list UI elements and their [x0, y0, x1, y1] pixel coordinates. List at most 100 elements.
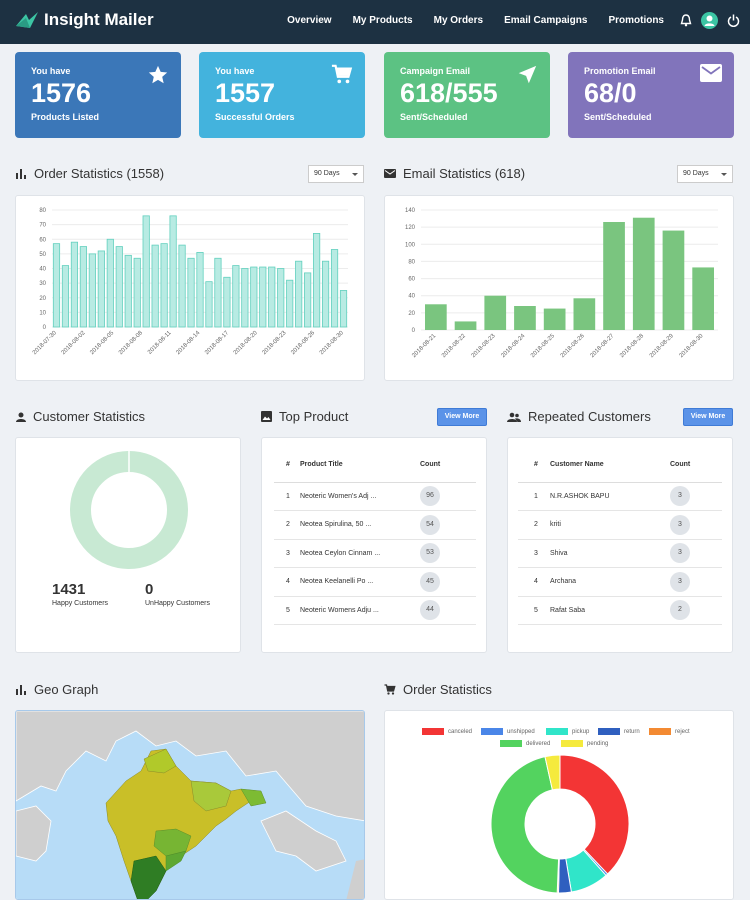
order-stats-range-select[interactable]: 90 Days: [308, 165, 364, 183]
table-row[interactable]: 1 Neoteric Women's Adj ... 96: [274, 482, 476, 511]
promotion-email-card[interactable]: Promotion Email 68/0 Sent/Scheduled: [568, 52, 734, 138]
card-sub: Sent/Scheduled: [584, 112, 652, 122]
x-tick-label: 2018-08-11: [147, 330, 173, 356]
bar: [662, 230, 685, 330]
bell-icon[interactable]: [680, 14, 692, 27]
geo-map[interactable]: [15, 710, 365, 900]
cell: 4: [518, 567, 550, 597]
mail-icon: [384, 169, 396, 178]
col-header: Product Title: [300, 448, 420, 483]
bar: [205, 281, 213, 328]
products-card[interactable]: You have 1576 Products Listed: [15, 52, 181, 138]
cell: 2: [274, 510, 300, 540]
legend-item-canceled[interactable]: canceled: [422, 728, 472, 735]
nav-my-products[interactable]: My Products: [352, 15, 413, 26]
table-row[interactable]: 5 Neoteric Womens Adju ... 44: [274, 596, 476, 625]
campaign-email-card[interactable]: Campaign Email 618/555 Sent/Scheduled: [384, 52, 550, 138]
repeated-customers-view-more-button[interactable]: View More: [683, 408, 733, 426]
y-tick-label: 30: [39, 281, 46, 287]
happy-customers-label: Happy Customers: [52, 600, 109, 607]
power-icon[interactable]: [727, 14, 740, 27]
y-tick-label: 70: [39, 223, 46, 229]
legend-item-pickup[interactable]: pickup: [546, 728, 589, 735]
bar: [151, 244, 159, 328]
bar: [223, 276, 231, 328]
image-icon: [261, 411, 272, 422]
nav-promotions[interactable]: Promotions: [608, 15, 664, 26]
bar: [70, 241, 79, 328]
app-name: Insight Mailer: [44, 10, 154, 29]
legend-item-reject[interactable]: reject: [649, 728, 690, 735]
legend-item-return[interactable]: return: [598, 728, 640, 735]
table-row[interactable]: 1 N.R.ASHOK BAPU 3: [518, 482, 722, 511]
user-icon: [16, 412, 26, 422]
y-tick-label: 80: [408, 259, 415, 265]
unhappy-customers-label: UnHappy Customers: [145, 600, 210, 607]
cell: Neotea Spirulina, 50 ...: [300, 510, 420, 540]
bar: [106, 238, 114, 328]
table-row[interactable]: 4 Archana 3: [518, 567, 722, 597]
nav-email-campaigns[interactable]: Email Campaigns: [504, 15, 588, 26]
logo-icon: [16, 12, 38, 28]
table-header-row: # Product Title Count: [274, 448, 476, 483]
bar: [692, 267, 714, 330]
bar: [97, 250, 105, 328]
legend-swatch: [481, 728, 503, 735]
table-row[interactable]: 4 Neotea Keelanelli Po ... 45: [274, 567, 476, 597]
order-stats-heading: Order Statistics (1558): [16, 166, 164, 181]
count-badge: 45: [420, 571, 440, 592]
col-header: Count: [670, 448, 722, 483]
user-avatar-icon[interactable]: [701, 12, 718, 29]
happy-customers-value: 1431: [52, 581, 86, 598]
cell: Neotea Ceylon Cinnam ...: [300, 539, 420, 568]
order-stats-panel: 0 10 20 30 40 50 60 70 80 2018-07-30 2018-08-02 201…: [15, 195, 365, 381]
top-product-view-more-button[interactable]: View More: [437, 408, 487, 426]
table-row[interactable]: 2 Neotea Spirulina, 50 ... 54: [274, 510, 476, 540]
customer-donut-chart: [70, 451, 188, 569]
order-status-donut-chart: [490, 754, 630, 894]
col-header: Customer Name: [550, 448, 670, 483]
legend-swatch: [561, 740, 583, 747]
legend-item-delivered[interactable]: delivered: [500, 740, 550, 747]
legend-label: canceled: [448, 728, 473, 735]
top-product-title: Top Product: [279, 409, 349, 424]
y-tick-label: 40: [39, 267, 46, 273]
bar: [425, 304, 447, 330]
table-row[interactable]: 5 Rafat Saba 2: [518, 596, 722, 625]
email-stats-range-select[interactable]: 90 Days: [677, 165, 733, 183]
x-tick-label: 2018-08-02: [61, 330, 87, 356]
nav-overview[interactable]: Overview: [287, 15, 332, 26]
brand[interactable]: Insight Mailer: [16, 10, 154, 30]
cell: 5: [518, 596, 550, 625]
nav-my-orders[interactable]: My Orders: [433, 15, 484, 26]
count-badge: 3: [670, 514, 690, 535]
bar: [268, 266, 276, 328]
bar: [573, 298, 596, 330]
count-badge: 3: [670, 543, 690, 564]
order-stats-title: Order Statistics (1558): [34, 166, 165, 181]
legend-label: pending: [587, 740, 609, 747]
bar: [133, 257, 141, 328]
send-icon: [516, 64, 538, 91]
star-icon: [147, 64, 169, 91]
table-row[interactable]: 2 kriti 3: [518, 510, 722, 540]
legend-item-unshipped[interactable]: unshipped: [481, 728, 535, 735]
table-row[interactable]: 3 Neotea Ceylon Cinnam ... 53: [274, 539, 476, 568]
card-value: 1576: [31, 78, 92, 108]
bar: [124, 254, 132, 328]
table-row[interactable]: 3 Shiva 3: [518, 539, 722, 568]
legend-label: return: [624, 728, 640, 735]
x-tick-label: 2018-08-25: [530, 333, 556, 359]
bar: [454, 321, 477, 330]
legend-item-pending[interactable]: pending: [561, 740, 608, 747]
repeated-customers-table: # Customer Name Count 1 N.R.ASHOK BAPU 3 2…: [518, 448, 722, 625]
bar: [196, 252, 204, 328]
orders-card[interactable]: You have 1557 Successful Orders: [199, 52, 365, 138]
card-sub: Sent/Scheduled: [400, 112, 468, 122]
x-tick-label: 2018-08-17: [204, 330, 230, 356]
chevron-down-icon: [721, 173, 727, 176]
y-tick-label: 40: [408, 294, 415, 300]
x-tick-label: 2018-08-14: [175, 330, 201, 356]
top-navbar: Insight Mailer Overview My Products My O…: [0, 0, 750, 44]
bar: [339, 290, 348, 328]
